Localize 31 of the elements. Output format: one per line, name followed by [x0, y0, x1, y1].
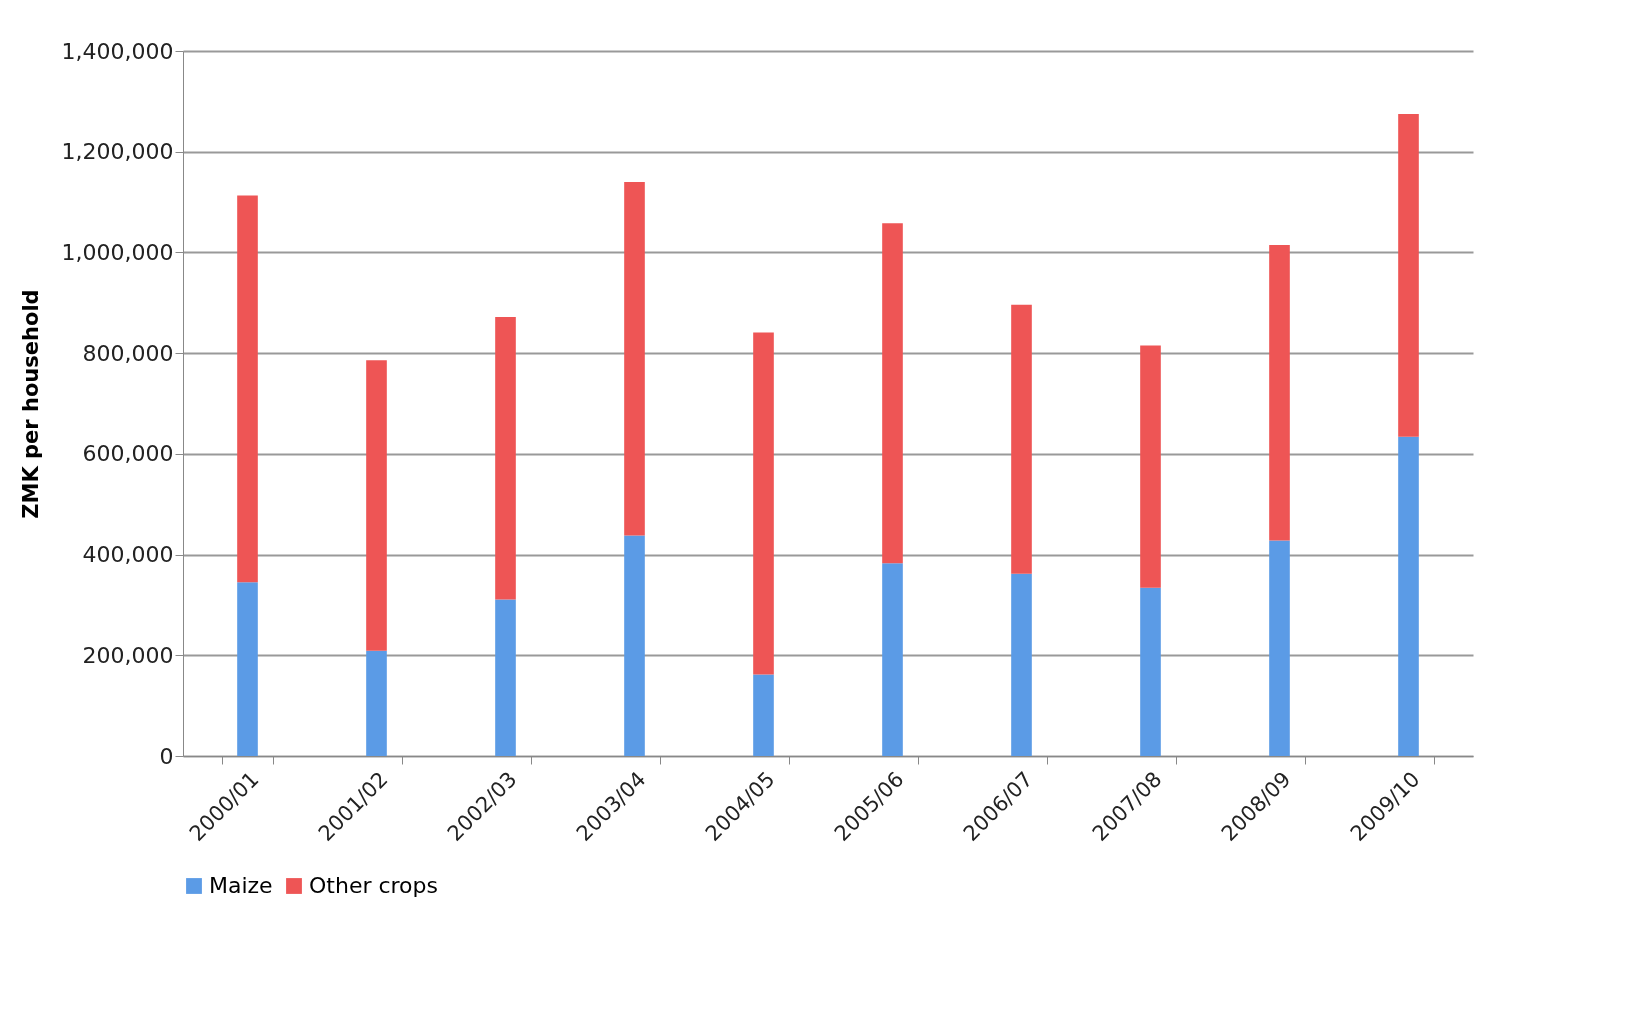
- bar: [1011, 573, 1032, 756]
- y-tick-label: 200,000: [82, 642, 174, 668]
- bar: [495, 316, 516, 600]
- y-tick-label: 600,000: [82, 441, 174, 467]
- y-tick-label: 1,200,000: [61, 139, 174, 165]
- bar: [1269, 540, 1290, 756]
- y-tick-label: 1,400,000: [61, 38, 174, 64]
- bar: [882, 223, 903, 564]
- bar: [624, 181, 645, 536]
- y-axis-title: ZMK per household: [18, 289, 43, 519]
- bar: [624, 535, 645, 756]
- legend-label: Other crops: [309, 873, 439, 898]
- y-tick-label: 800,000: [82, 340, 174, 366]
- bar: [1269, 244, 1290, 541]
- bar: [237, 195, 258, 583]
- bar: [753, 674, 774, 756]
- y-tick-label: 1,000,000: [61, 239, 174, 265]
- bar: [366, 360, 387, 651]
- bar: [882, 563, 903, 756]
- bar: [1140, 345, 1161, 588]
- bar: [1398, 113, 1419, 437]
- bar: [495, 599, 516, 756]
- bar: [1398, 436, 1419, 756]
- y-tick-label: 0: [159, 743, 174, 769]
- bar: [237, 582, 258, 756]
- legend-label: Maize: [209, 873, 273, 898]
- bar: [1011, 304, 1032, 574]
- bar: [1140, 587, 1161, 756]
- bar: [753, 332, 774, 675]
- y-tick-label: 400,000: [82, 542, 174, 568]
- bar: [366, 650, 387, 756]
